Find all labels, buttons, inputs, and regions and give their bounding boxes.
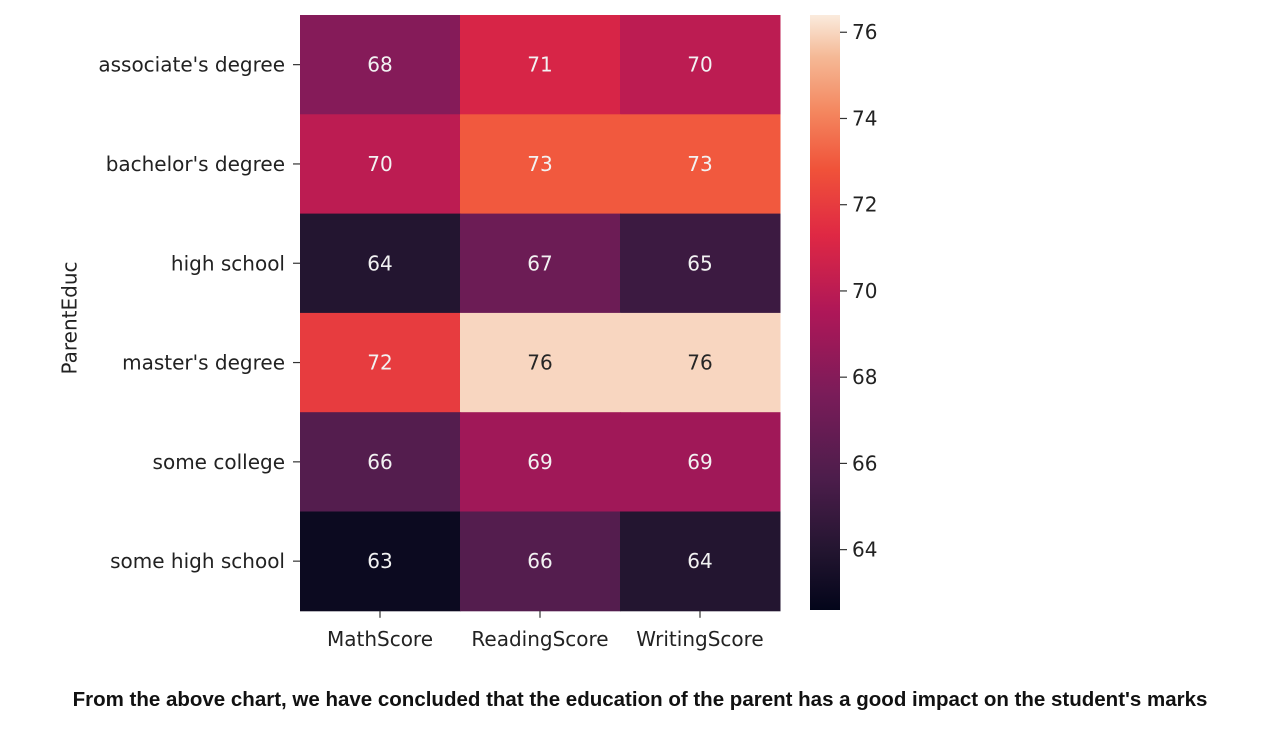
cell-value-label: 73 xyxy=(687,152,712,176)
heatmap-cell xyxy=(300,15,461,115)
heatmap-cell xyxy=(460,114,621,215)
y-tick-label: some high school xyxy=(110,549,285,573)
colorbar xyxy=(810,15,840,610)
heatmap-cells: 68 71 70 70 73 73 64 67 65 72 76 76 66 69 69 63 66 64 xyxy=(300,15,781,612)
heatmap-cell xyxy=(300,312,461,413)
cell-value-label: 70 xyxy=(687,53,712,77)
heatmap-cell xyxy=(620,511,781,612)
heatmap-cell xyxy=(300,412,461,512)
cell-value-label: 76 xyxy=(527,351,552,375)
cell-value-label: 69 xyxy=(527,450,552,474)
y-tick-label: bachelor's degree xyxy=(106,152,285,176)
colorbar-tick-label: 70 xyxy=(852,279,877,303)
heatmap-cell xyxy=(460,511,621,612)
y-tick-label: high school xyxy=(171,251,285,275)
heatmap-cell xyxy=(620,412,781,512)
x-tick-label: MathScore xyxy=(327,627,433,651)
heatmap-cell xyxy=(460,15,621,115)
heatmap-cell xyxy=(300,511,461,612)
colorbar-tick-label: 64 xyxy=(852,538,877,562)
y-tick-label: some college xyxy=(153,450,285,474)
colorbar-tick-label: 68 xyxy=(852,365,877,389)
heatmap-cell xyxy=(620,312,781,413)
cell-value-label: 66 xyxy=(367,450,392,474)
x-tick-label: ReadingScore xyxy=(471,627,608,651)
cell-value-label: 68 xyxy=(367,53,392,77)
heatmap-cell xyxy=(460,412,621,512)
cell-value-label: 66 xyxy=(527,549,552,573)
cell-value-label: 64 xyxy=(367,251,392,275)
heatmap-cell xyxy=(460,312,621,413)
heatmap-cell xyxy=(620,114,781,215)
colorbar-tick-label: 66 xyxy=(852,451,877,475)
colorbar-tick-label: 76 xyxy=(852,20,877,44)
conclusion-caption: From the above chart, we have concluded … xyxy=(72,688,1208,711)
colorbar-ticks: 64 66 68 70 72 74 76 xyxy=(840,20,877,562)
heatmap-cell xyxy=(620,213,781,314)
cell-value-label: 69 xyxy=(687,450,712,474)
cell-value-label: 63 xyxy=(367,549,392,573)
cell-value-label: 67 xyxy=(527,251,552,275)
cell-value-label: 70 xyxy=(367,152,392,176)
y-axis-title: ParentEduc xyxy=(58,261,82,374)
colorbar-tick-label: 74 xyxy=(852,106,877,130)
y-tick-labels: associate's degree bachelor's degree high … xyxy=(98,53,300,573)
heatmap-cell xyxy=(620,15,781,115)
heatmap-cell xyxy=(300,213,461,314)
colorbar-tick-label: 72 xyxy=(852,193,877,217)
x-tick-label: WritingScore xyxy=(636,627,763,651)
cell-value-label: 73 xyxy=(527,152,552,176)
y-tick-label: associate's degree xyxy=(98,53,285,77)
cell-value-label: 72 xyxy=(367,351,392,375)
cell-value-label: 65 xyxy=(687,251,712,275)
heatmap-cell xyxy=(300,114,461,215)
y-tick-label: master's degree xyxy=(122,351,285,375)
cell-value-label: 64 xyxy=(687,549,712,573)
x-tick-labels: MathScore ReadingScore WritingScore xyxy=(327,610,764,651)
cell-value-label: 71 xyxy=(527,53,552,77)
heatmap-cell xyxy=(460,213,621,314)
cell-value-label: 76 xyxy=(687,351,712,375)
heatmap-chart: 68 71 70 70 73 73 64 67 65 72 76 76 66 69 69 63 66 64 ass… xyxy=(58,15,877,651)
